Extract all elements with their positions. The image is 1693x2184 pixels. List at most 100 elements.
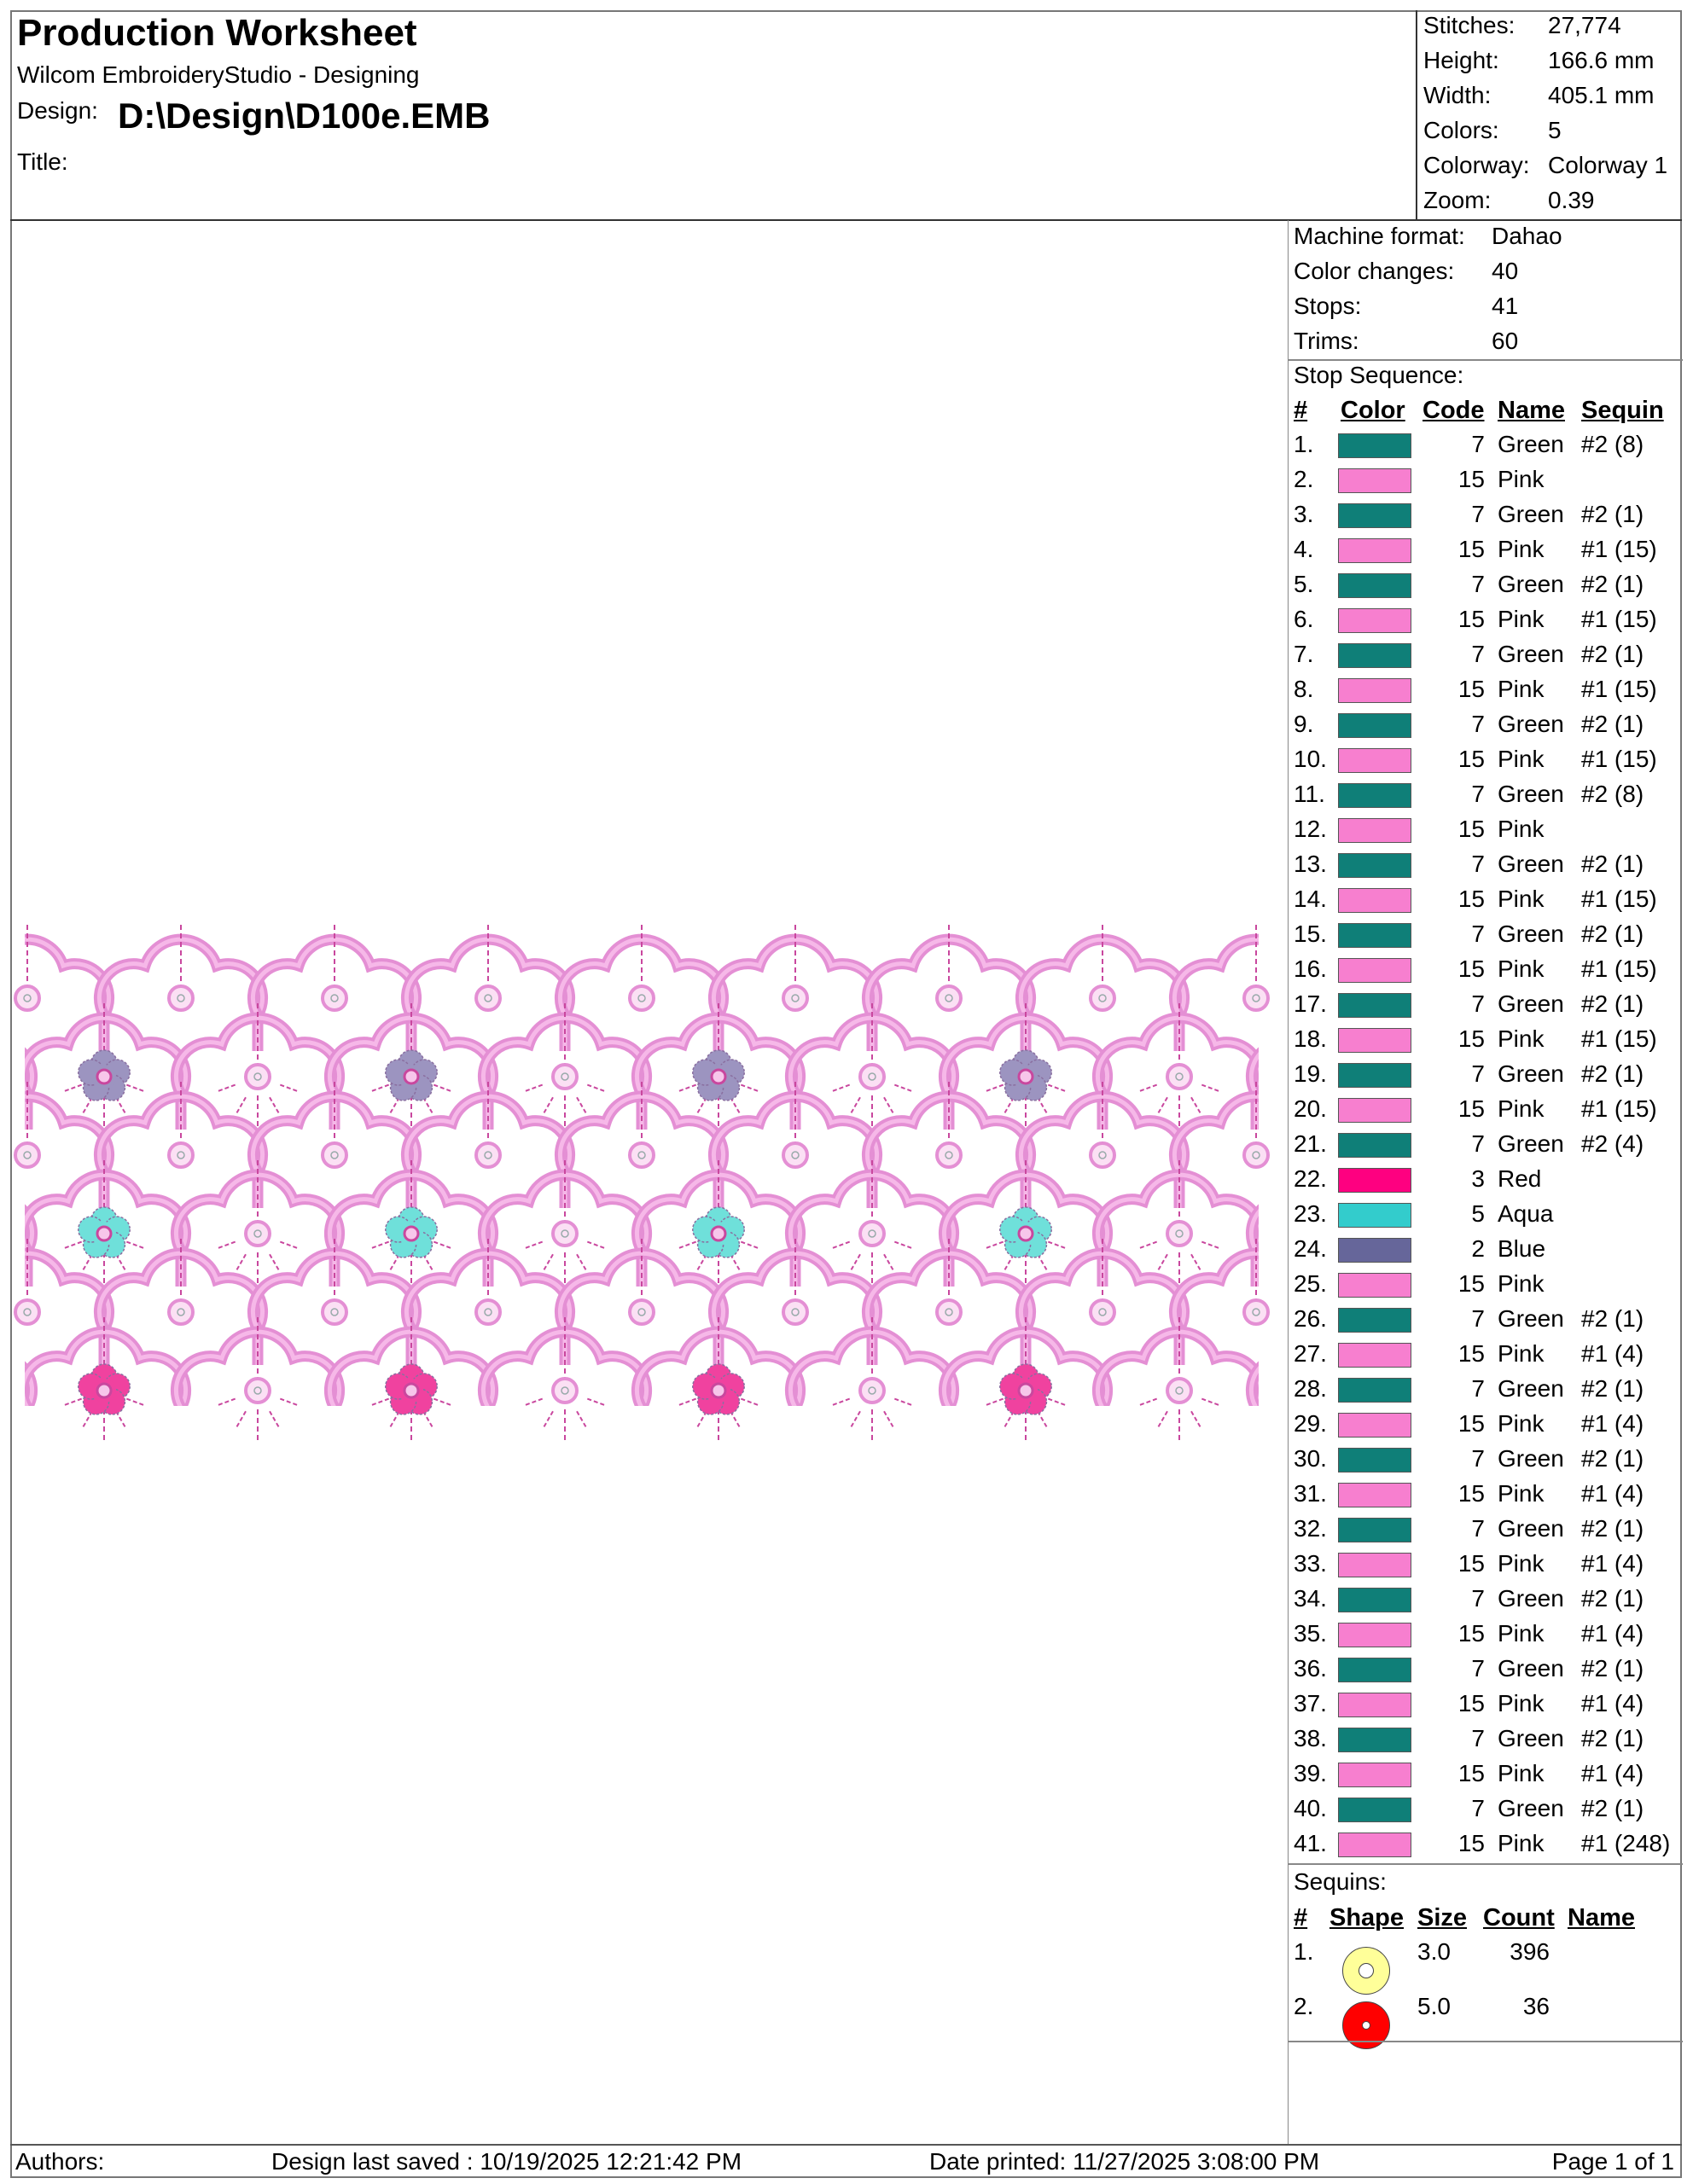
sequin-count: 36 xyxy=(1522,1993,1550,2019)
stop-name: Green xyxy=(1498,1375,1564,1402)
ray-stitch xyxy=(1037,1096,1048,1114)
embroidery-preview xyxy=(14,925,1270,1443)
stop-code: 2 xyxy=(1471,1235,1485,1262)
stop-number: 17. xyxy=(1294,990,1327,1017)
ray-stitch xyxy=(1157,1410,1168,1428)
panel-line xyxy=(1289,2041,1683,2042)
ray-stitch xyxy=(576,1410,587,1428)
sequin-hole-icon xyxy=(1358,1963,1374,1978)
stop-sequin: #1 (15) xyxy=(1581,746,1657,772)
ray-stitch xyxy=(543,1410,554,1428)
stop-name: Pink xyxy=(1498,1620,1545,1647)
ray-stitch xyxy=(543,1096,554,1114)
machine-label: Machine format: xyxy=(1294,223,1465,249)
stop-name: Pink xyxy=(1498,536,1545,562)
stop-sequin: #1 (4) xyxy=(1581,1690,1644,1716)
stop-code: 15 xyxy=(1457,956,1485,982)
stop-code: 7 xyxy=(1471,1375,1485,1402)
color-swatch xyxy=(1338,1623,1411,1647)
stop-name: Blue xyxy=(1498,1235,1546,1262)
sequin-hole xyxy=(868,1229,876,1238)
stop-row: 22. 3 Red xyxy=(1294,1165,1683,1200)
color-swatch xyxy=(1338,433,1411,458)
arch-grid xyxy=(25,933,1259,1406)
color-swatch xyxy=(1338,1728,1411,1752)
sequin-hole-icon xyxy=(1362,2021,1370,2030)
sequin-hole xyxy=(1098,994,1107,1002)
sequin xyxy=(1089,1141,1116,1169)
sequin xyxy=(935,1141,963,1169)
stop-name: Green xyxy=(1498,781,1564,807)
ray-stitch xyxy=(115,1096,126,1114)
ray-stitch xyxy=(586,1083,606,1093)
ray-stitch xyxy=(883,1410,894,1428)
color-swatch xyxy=(1338,608,1411,633)
stop-number: 12. xyxy=(1294,816,1327,842)
stop-sequence-title: Stop Sequence: xyxy=(1294,362,1464,388)
stat-label: Colorway: xyxy=(1423,152,1530,178)
sequin xyxy=(935,1298,963,1326)
ray-stitch xyxy=(236,1410,247,1428)
ray-stitch xyxy=(217,1240,236,1250)
stop-sequin: #2 (1) xyxy=(1581,711,1644,737)
stop-row: 39. 15 Pink #1 (4) xyxy=(1294,1760,1683,1795)
color-swatch xyxy=(1338,1378,1411,1403)
sequin-hole xyxy=(484,1308,492,1316)
sequin xyxy=(1166,1063,1193,1090)
flower-center-sequin xyxy=(710,1068,727,1085)
stop-code: 7 xyxy=(1471,1130,1485,1157)
flower-center-sequin xyxy=(1017,1382,1034,1399)
stop-name: Green xyxy=(1498,571,1564,597)
sequin xyxy=(321,1141,348,1169)
ray-stitch xyxy=(1190,1253,1201,1271)
sequin xyxy=(551,1220,579,1247)
stop-name: Pink xyxy=(1498,1025,1545,1052)
sequin xyxy=(858,1377,886,1404)
sequin xyxy=(474,1141,502,1169)
stop-row: 17. 7 Green #2 (1) xyxy=(1294,990,1683,1025)
stop-code: 15 xyxy=(1457,1270,1485,1297)
color-swatch xyxy=(1338,643,1411,668)
stop-code: 15 xyxy=(1457,1340,1485,1367)
color-swatch xyxy=(1338,923,1411,948)
sequin-hole xyxy=(868,1386,876,1395)
sequin xyxy=(321,1298,348,1326)
design-path: D:\Design\D100e.EMB xyxy=(118,96,491,136)
sequin-hole xyxy=(330,1151,339,1159)
ray-stitch xyxy=(730,1410,741,1428)
date-printed: Date printed: 11/27/2025 3:08:00 PM xyxy=(929,2148,1320,2175)
stop-number: 36. xyxy=(1294,1655,1327,1682)
stop-sequin: #2 (1) xyxy=(1581,921,1644,947)
ray-stitch xyxy=(850,1096,861,1114)
stop-name: Green xyxy=(1498,641,1564,667)
ray-stitch xyxy=(985,1397,1004,1407)
stop-code: 15 xyxy=(1457,1550,1485,1577)
sequin-count: 396 xyxy=(1510,1938,1550,1965)
color-swatch xyxy=(1338,1833,1411,1857)
stop-code: 7 xyxy=(1471,1585,1485,1612)
stop-row: 25. 15 Pink xyxy=(1294,1270,1683,1305)
sequin-number: 2. xyxy=(1294,1993,1314,2019)
sequin xyxy=(14,1298,41,1326)
color-swatch xyxy=(1338,503,1411,528)
stop-number: 35. xyxy=(1294,1620,1327,1647)
stop-code: 7 xyxy=(1471,641,1485,667)
ray-stitch xyxy=(1190,1096,1201,1114)
color-swatch xyxy=(1338,1343,1411,1368)
stat-label: Zoom: xyxy=(1423,187,1492,213)
stop-name: Green xyxy=(1498,1060,1564,1087)
stop-row: 37. 15 Pink #1 (4) xyxy=(1294,1690,1683,1725)
stop-code: 15 xyxy=(1457,1830,1485,1856)
stop-row: 27. 15 Pink #1 (4) xyxy=(1294,1340,1683,1375)
ray-stitch xyxy=(1047,1083,1067,1093)
stop-row: 29. 15 Pink #1 (4) xyxy=(1294,1410,1683,1445)
stat-label: Colors: xyxy=(1423,117,1499,143)
stop-number: 38. xyxy=(1294,1725,1327,1751)
ray-stitch xyxy=(422,1253,433,1271)
ray-stitch xyxy=(63,1397,83,1407)
stop-code: 3 xyxy=(1471,1165,1485,1192)
stop-name: Green xyxy=(1498,990,1564,1017)
color-swatch xyxy=(1338,1238,1411,1263)
machine-value: Dahao xyxy=(1492,223,1562,249)
stop-row: 28. 7 Green #2 (1) xyxy=(1294,1375,1683,1410)
